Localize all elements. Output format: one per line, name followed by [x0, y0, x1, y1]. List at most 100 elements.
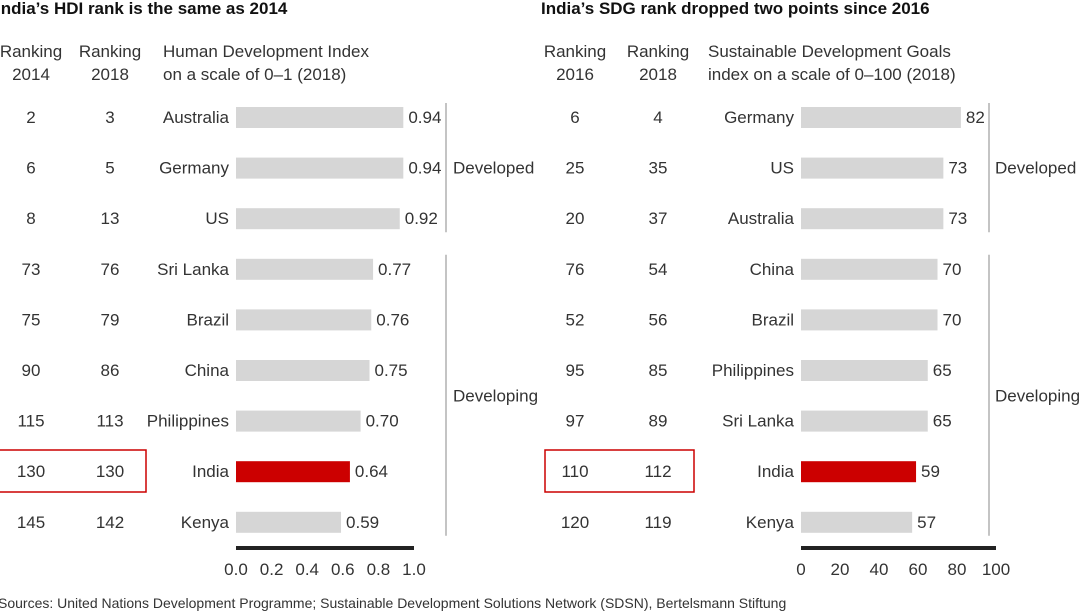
chart1-rank-a-4: 75: [22, 310, 41, 329]
chart2-rank-a-3: 76: [566, 260, 585, 279]
chart1-rank-b-7: 130: [96, 462, 124, 481]
chart1-bar-0: [236, 107, 404, 128]
chart1-category-label-2: US: [205, 209, 229, 228]
chart2-bar-6: [801, 410, 928, 432]
chart1-bar-5: [236, 360, 370, 381]
chart1-bar-7: [236, 461, 350, 483]
chart1-rank-b-5: 86: [101, 361, 120, 380]
source-note: Sources: United Nations Development Prog…: [0, 595, 786, 611]
chart2-rank-a-5: 95: [566, 361, 585, 380]
chart2-group-label-1: Developing: [995, 386, 1080, 405]
chart1-bar-8: [236, 511, 342, 533]
chart2-header-rank-b-line2: 2018: [639, 65, 677, 84]
chart2-bar-3: [801, 258, 938, 280]
chart2-bar-8: [801, 511, 913, 533]
chart2-category-label-1: US: [770, 159, 794, 178]
chart1-rank-b-8: 142: [96, 513, 124, 532]
chart2-category-label-0: Germany: [724, 108, 794, 127]
chart1-rank-b-6: 113: [96, 412, 123, 431]
chart2-category-label-7: India: [757, 462, 794, 481]
chart2-bar-1: [801, 157, 944, 179]
chart2-highlight-box: [544, 449, 695, 493]
chart1-category-label-4: Brazil: [186, 310, 229, 329]
chart2-header-value-line2: index on a scale of 0–100 (2018): [708, 65, 956, 84]
chart1-value-label-7: 0.64: [355, 462, 388, 481]
chart2-rank-b-0: 4: [653, 108, 662, 127]
chart2-rank-b-1: 35: [649, 159, 668, 178]
chart1-tick-label-4: 0.8: [367, 560, 391, 579]
chart2-rank-b-5: 85: [649, 361, 668, 380]
chart1-bar-2: [236, 208, 400, 230]
chart2-bar-0: [801, 107, 961, 128]
chart1-category-label-8: Kenya: [181, 513, 230, 532]
chart1-value-label-3: 0.77: [378, 260, 411, 279]
chart2-rank-b-7: 112: [644, 462, 671, 481]
chart2-rank-b-8: 119: [644, 513, 671, 532]
chart1-header-rank-a-line1: Ranking: [0, 42, 62, 61]
chart1-title: India’s HDI rank is the same as 2014: [0, 0, 288, 18]
chart1-header-value-line2: on a scale of 0–1 (2018): [163, 65, 346, 84]
chart1-rank-a-3: 73: [22, 260, 41, 279]
chart1-rank-a-8: 145: [17, 513, 45, 532]
chart1-value-label-8: 0.59: [346, 513, 379, 532]
chart1-value-label-5: 0.75: [375, 361, 408, 380]
chart2-bar-2: [801, 208, 944, 230]
chart2-rank-a-0: 6: [570, 108, 579, 127]
chart1-category-label-6: Philippines: [147, 412, 229, 431]
chart1-bar-1: [236, 157, 404, 179]
chart1-rank-b-3: 76: [101, 260, 120, 279]
chart1-rank-a-1: 6: [26, 159, 35, 178]
chart2-rank-b-6: 89: [649, 412, 668, 431]
chart1-highlight-box: [0, 449, 147, 493]
chart2-value-label-4: 70: [943, 310, 962, 329]
chart2-category-label-4: Brazil: [751, 310, 794, 329]
chart1-bar-6: [236, 410, 361, 432]
chart2-rank-a-6: 97: [566, 412, 585, 431]
chart2-bar-7: [801, 461, 917, 483]
chart1-tick-label-3: 0.6: [331, 560, 355, 579]
chart1-rank-b-1: 5: [105, 159, 114, 178]
chart2-value-label-2: 73: [948, 209, 967, 228]
chart2-bar-5: [801, 360, 928, 381]
chart2-tick-label-5: 100: [982, 560, 1010, 579]
chart1-header-rank-a-line2: 2014: [12, 65, 50, 84]
chart1-value-label-4: 0.76: [376, 310, 409, 329]
chart2-rank-a-2: 20: [566, 209, 585, 228]
chart2-header-rank-b-line1: Ranking: [627, 42, 689, 61]
chart1-value-label-6: 0.70: [366, 412, 399, 431]
chart1-rank-b-4: 79: [101, 310, 120, 329]
chart2-value-label-0: 82: [966, 108, 985, 127]
chart1-header-rank-b-line2: 2018: [91, 65, 129, 84]
chart2-tick-label-0: 0: [796, 560, 805, 579]
chart1-category-label-7: India: [192, 462, 229, 481]
chart2-rank-b-3: 54: [649, 260, 668, 279]
chart1-tick-label-0: 0.0: [224, 560, 248, 579]
chart2-group-label-0: Developed: [995, 159, 1076, 178]
chart2-category-label-3: China: [750, 260, 795, 279]
chart1-group-label-0: Developed: [453, 159, 534, 178]
chart2-category-label-5: Philippines: [712, 361, 794, 380]
chart1-value-label-2: 0.92: [405, 209, 438, 228]
chart1-rank-a-2: 8: [26, 209, 35, 228]
chart2-value-label-3: 70: [943, 260, 962, 279]
chart1-category-label-0: Australia: [163, 108, 230, 127]
chart1-value-label-0: 0.94: [408, 108, 441, 127]
chart1-rank-b-0: 3: [105, 108, 114, 127]
chart1-rank-a-6: 115: [17, 412, 44, 431]
chart1-rank-b-2: 13: [101, 209, 120, 228]
chart2-category-label-8: Kenya: [746, 513, 795, 532]
chart1-tick-label-2: 0.4: [295, 560, 319, 579]
chart1-rank-a-5: 90: [22, 361, 41, 380]
chart2-value-label-7: 59: [921, 462, 940, 481]
chart1-value-label-1: 0.94: [408, 159, 441, 178]
chart1-category-label-5: China: [185, 361, 230, 380]
chart2-rank-b-4: 56: [649, 310, 668, 329]
chart1-header-value-line1: Human Development Index: [163, 42, 370, 61]
chart2-bar-4: [801, 309, 938, 331]
chart2-value-label-6: 65: [933, 412, 952, 431]
chart1-rank-a-7: 130: [17, 462, 45, 481]
chart2-rank-a-4: 52: [566, 310, 585, 329]
chart1-tick-label-5: 1.0: [402, 560, 426, 579]
chart1-category-label-1: Germany: [159, 159, 229, 178]
chart2-title: India’s SDG rank dropped two points sinc…: [541, 0, 930, 18]
